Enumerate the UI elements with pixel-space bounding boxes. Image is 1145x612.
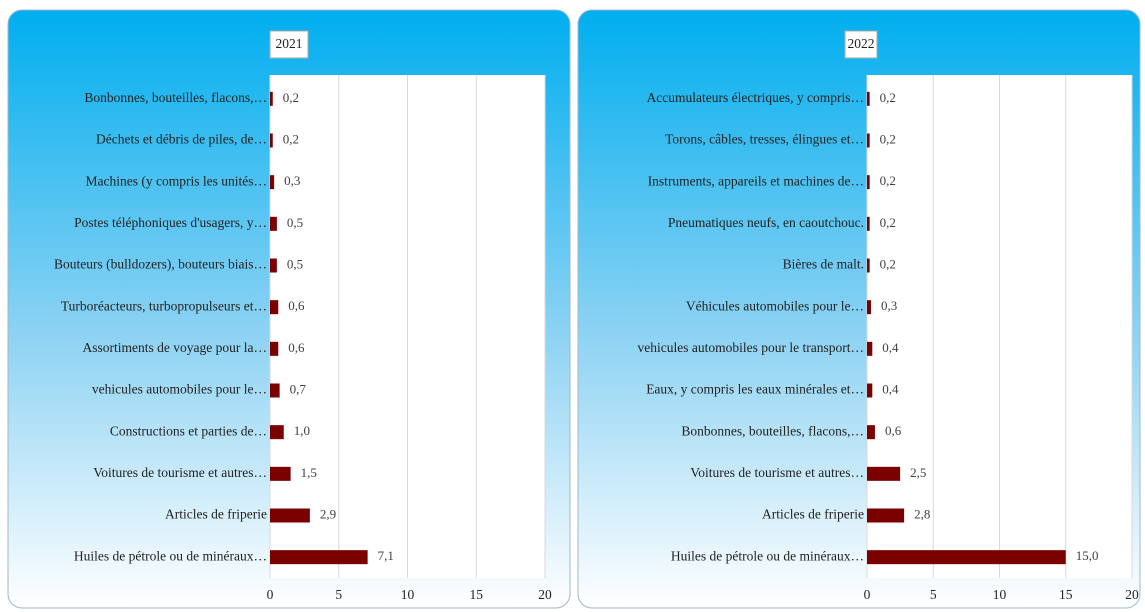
bar	[867, 466, 901, 481]
title-box	[844, 30, 878, 59]
bar	[270, 133, 273, 148]
y-tick-label: Déchets et débris de piles, de…	[96, 132, 267, 147]
value-label: 1,0	[294, 423, 310, 438]
x-tick-label: 20	[538, 587, 552, 602]
value-label: 0,5	[287, 256, 303, 271]
bar	[867, 258, 870, 273]
x-tick-label: 15	[1059, 587, 1073, 602]
value-label: 0,5	[287, 215, 303, 230]
chart-title: 2022	[848, 36, 875, 51]
x-tick-label: 10	[993, 587, 1007, 602]
bar	[270, 91, 273, 106]
title-box	[269, 30, 309, 59]
value-label: 0,2	[283, 131, 299, 146]
y-tick-label: Voitures de tourisme et autres…	[93, 465, 267, 480]
bar	[867, 133, 870, 148]
bar	[270, 341, 279, 356]
bar	[270, 175, 275, 190]
bar	[867, 550, 1066, 565]
y-tick-label: Postes téléphoniques d'usagers, y…	[74, 215, 267, 230]
y-tick-label: Torons, câbles, tresses, élingues et…	[665, 132, 864, 147]
value-label: 0,2	[880, 173, 896, 188]
y-tick-label: Pneumatiques neufs, en caoutchouc.	[668, 215, 864, 230]
y-tick-label: Articles de friperie	[762, 507, 864, 522]
value-label: 0,3	[284, 173, 300, 188]
y-tick-label: Constructions et parties de…	[110, 423, 267, 438]
bar	[270, 258, 277, 273]
value-label: 0,4	[882, 381, 899, 396]
value-label: 0,4	[882, 340, 899, 355]
x-tick-label: 5	[335, 587, 342, 602]
bar	[867, 341, 873, 356]
bar	[867, 91, 870, 106]
value-label: 0,2	[880, 131, 896, 146]
bar	[270, 550, 368, 565]
bar	[867, 508, 905, 523]
bar	[270, 508, 310, 523]
value-label: 0,3	[881, 298, 897, 313]
y-tick-label: vehicules automobiles pour le transport…	[638, 340, 864, 355]
x-tick-label: 20	[1125, 587, 1139, 602]
value-label: 0,2	[880, 90, 896, 105]
y-tick-label: Eaux, y compris les eaux minérales et…	[646, 382, 864, 397]
y-tick-label: vehicules automobiles pour le…	[92, 382, 267, 397]
bar	[867, 425, 875, 440]
y-tick-label: Assortiments de voyage pour la…	[83, 340, 267, 355]
y-tick-label: Véhicules automobiles pour le…	[686, 298, 864, 313]
value-label: 1,5	[301, 465, 317, 480]
x-tick-label: 15	[470, 587, 484, 602]
y-tick-label: Articles de friperie	[165, 507, 267, 522]
y-tick-label: Instruments, appareils et machines de…	[648, 173, 864, 188]
value-label: 0,7	[290, 381, 307, 396]
value-label: 2,5	[910, 465, 926, 480]
value-label: 0,6	[885, 423, 902, 438]
bar	[270, 466, 291, 481]
bar	[270, 216, 277, 231]
bar	[270, 383, 280, 398]
y-tick-label: Voitures de tourisme et autres…	[690, 465, 864, 480]
y-tick-label: Bouteurs (bulldozers), bouteurs biais…	[54, 257, 267, 272]
y-tick-label: Bonbonnes, bouteilles, flacons,…	[681, 423, 864, 438]
bar	[867, 383, 873, 398]
value-label: 2,8	[914, 506, 930, 521]
value-label: 2,9	[320, 506, 336, 521]
y-tick-label: Accumulateurs électriques, y compris…	[647, 90, 864, 105]
bar	[270, 300, 279, 315]
y-tick-label: Turboréacteurs, turbopropulseurs et…	[61, 298, 267, 313]
value-label: 0,6	[288, 298, 305, 313]
value-label: 0,6	[288, 340, 305, 355]
y-tick-label: Machines (y compris les unités…	[86, 173, 267, 188]
y-tick-label: Bonbonnes, bouteilles, flacons,…	[84, 90, 267, 105]
value-label: 0,2	[880, 256, 896, 271]
value-label: 15,0	[1076, 548, 1099, 563]
bar	[867, 300, 871, 315]
y-tick-label: Huiles de pétrole ou de minéraux…	[74, 548, 267, 563]
x-tick-label: 5	[930, 587, 937, 602]
value-label: 0,2	[880, 215, 896, 230]
bar	[867, 175, 870, 190]
bar	[867, 216, 870, 231]
bar	[270, 425, 284, 440]
value-label: 0,2	[283, 90, 299, 105]
value-label: 7,1	[378, 548, 394, 563]
x-tick-label: 0	[267, 587, 274, 602]
y-tick-label: Huiles de pétrole ou de minéraux…	[671, 548, 864, 563]
chart-title: 2021	[276, 36, 303, 51]
y-tick-label: Bières de malt.	[783, 257, 864, 272]
x-tick-label: 0	[864, 587, 871, 602]
x-tick-label: 10	[401, 587, 415, 602]
